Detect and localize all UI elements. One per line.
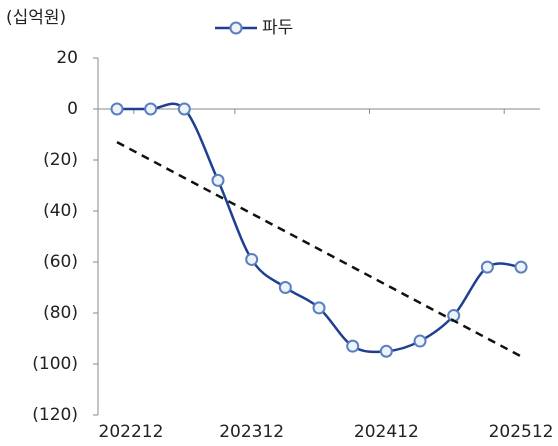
y-tick-label: (40) (43, 201, 78, 221)
y-tick-label: (120) (32, 405, 78, 425)
trend-line (116, 141, 522, 358)
x-tick-label: 202212 (99, 422, 164, 442)
marker (514, 260, 528, 274)
y-tick-label: (20) (43, 150, 78, 170)
y-tick-label: (80) (43, 303, 78, 323)
y-tick-label: (100) (32, 354, 78, 374)
marker (278, 281, 292, 294)
marker (177, 102, 191, 116)
marker (144, 102, 158, 116)
marker (110, 102, 124, 116)
y-tick-label: (60) (43, 252, 78, 272)
marker (480, 260, 494, 274)
x-tick-label: 202512 (489, 422, 554, 442)
x-tick-label: 202312 (219, 422, 284, 442)
marker (413, 334, 427, 348)
marker (346, 339, 360, 353)
legend-label: 파두 (262, 18, 293, 38)
series-line (117, 102, 522, 354)
y-tick-label: 20 (56, 48, 78, 68)
x-tick-label: 202412 (354, 422, 419, 442)
marker (379, 344, 393, 358)
unit-label: (십억원) (6, 8, 66, 28)
marker (312, 301, 326, 315)
marker (245, 252, 259, 266)
y-tick-label: 0 (67, 99, 78, 119)
legend-marker (229, 21, 243, 35)
marker (211, 173, 225, 187)
